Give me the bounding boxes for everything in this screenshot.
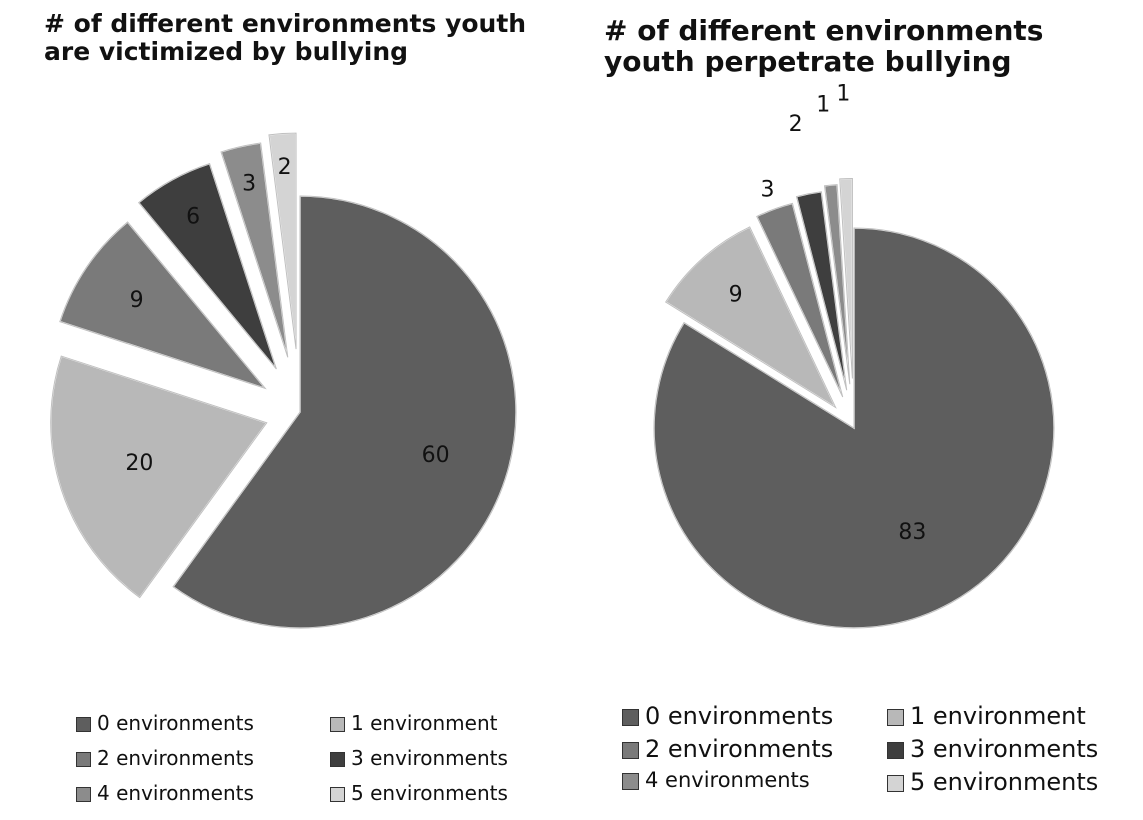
legend-item: 2 environments (622, 735, 833, 763)
legend-item: 0 environments (622, 702, 833, 730)
legend-item: 1 environment (887, 702, 1086, 730)
legend-swatch (887, 741, 904, 759)
legend-label: 4 environments (97, 781, 254, 805)
pie-slice-4 (823, 183, 851, 385)
legend-swatch (76, 787, 91, 802)
data-label-5: 1 (836, 82, 850, 107)
legend-swatch (622, 708, 639, 726)
pie-slice-5 (268, 132, 297, 350)
pie-slice-edge-4 (823, 184, 851, 385)
data-label-0: 60 (422, 443, 450, 468)
legend-swatch (76, 752, 91, 767)
chart-1-title: # of different environments youth are vi… (44, 9, 527, 66)
legend-label: 3 environments (351, 746, 508, 770)
data-label-1: 9 (729, 283, 743, 308)
pie-slice-3 (137, 162, 278, 370)
pie-slice-edge-5 (839, 178, 853, 379)
pie-slice-2 (755, 202, 844, 398)
pie-slice-edge-2 (59, 221, 267, 390)
pie-slice-0 (171, 195, 517, 629)
legend-label: 2 environments (97, 746, 254, 770)
data-label-3: 6 (186, 205, 200, 230)
pie-slice-edge-4 (220, 142, 289, 358)
legend-label: 2 environments (645, 735, 834, 763)
legend-item: 4 environments (622, 768, 810, 792)
pie-slice-3 (795, 190, 848, 391)
legend-swatch (887, 774, 904, 792)
legend-item: 0 environments (76, 711, 254, 735)
pie-slice-edge-3 (138, 163, 277, 370)
pie-slice-1 (664, 225, 838, 410)
legend-item: 5 environments (330, 781, 508, 805)
data-label-2: 3 (760, 177, 774, 202)
legend-label: 1 environment (351, 711, 498, 735)
legend-label: 5 environments (910, 768, 1099, 796)
legend-swatch (887, 708, 904, 726)
data-label-3: 2 (789, 112, 803, 137)
legend-swatch (622, 741, 639, 759)
legend-item: 1 environment (330, 711, 497, 735)
data-label-0: 83 (898, 520, 926, 545)
legend-label: 4 environments (645, 768, 810, 792)
pie-slice-edge-1 (665, 226, 837, 409)
pie-slice-2 (58, 220, 268, 390)
pie-slice-1 (49, 355, 268, 599)
legend-label: 3 environments (910, 735, 1099, 763)
data-label-2: 9 (130, 288, 144, 313)
pie-slice-5 (838, 177, 854, 379)
legend-swatch (330, 787, 345, 802)
legend-label: 0 environments (97, 711, 254, 735)
legend-item: 3 environments (330, 746, 508, 770)
legend-item: 4 environments (76, 781, 254, 805)
legend-item: 2 environments (76, 746, 254, 770)
data-label-5: 2 (278, 155, 292, 180)
legend-label: 1 environment (910, 702, 1086, 730)
legend-label: 5 environments (351, 781, 508, 805)
legend-swatch (330, 752, 345, 767)
chart-2-title: # of different environments youth perpet… (604, 14, 1044, 78)
pie-slice-edge-0 (172, 195, 517, 629)
pie-slice-edge-3 (795, 191, 848, 391)
pie-slice-4 (220, 142, 289, 358)
legend-swatch (330, 717, 345, 732)
legend-swatch (622, 772, 639, 790)
data-label-4: 1 (816, 92, 830, 117)
pie-slice-edge-2 (756, 202, 844, 398)
data-label-1: 20 (125, 451, 153, 476)
data-label-4: 3 (242, 171, 256, 196)
legend-label: 0 environments (645, 702, 834, 730)
pie-slice-edge-1 (50, 355, 268, 599)
legend-item: 5 environments (887, 768, 1098, 796)
legend-item: 3 environments (887, 735, 1098, 763)
legend-swatch (76, 717, 91, 732)
pie-slice-0 (653, 227, 1055, 629)
pie-slice-edge-5 (268, 132, 297, 350)
pie-slice-edge-0 (653, 227, 1055, 629)
